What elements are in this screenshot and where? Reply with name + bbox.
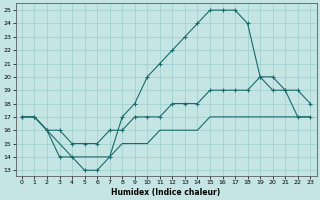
X-axis label: Humidex (Indice chaleur): Humidex (Indice chaleur) <box>111 188 221 197</box>
